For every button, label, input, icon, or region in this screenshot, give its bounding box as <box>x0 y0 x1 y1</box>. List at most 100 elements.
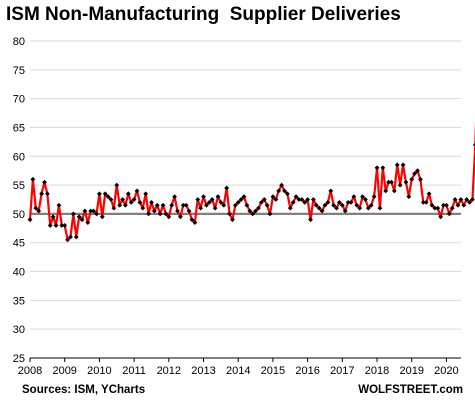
line-segment <box>268 195 275 216</box>
data-point <box>305 197 311 202</box>
data-point <box>65 237 70 243</box>
x-tick-label: 2013 <box>191 365 215 377</box>
data-point <box>365 205 371 211</box>
data-point <box>221 202 227 208</box>
data-point <box>360 194 365 200</box>
data-point <box>455 202 461 208</box>
data-point <box>88 208 94 214</box>
x-tick-label: 2012 <box>157 365 181 377</box>
data-point <box>253 208 258 214</box>
data-point <box>458 197 464 202</box>
data-point <box>47 223 53 228</box>
data-point <box>39 191 44 197</box>
data-point <box>195 197 201 202</box>
data-point <box>334 205 339 211</box>
line-segment <box>173 195 179 213</box>
line-segment <box>167 204 173 218</box>
data-point <box>105 194 111 200</box>
data-point <box>420 199 426 205</box>
line-segment <box>439 204 445 218</box>
data-point <box>363 197 368 202</box>
x-tick-label: 2015 <box>261 365 285 377</box>
data-point <box>50 214 56 220</box>
data-point <box>42 179 47 185</box>
data-point <box>273 197 279 202</box>
data-point <box>76 214 82 220</box>
data-point <box>149 199 154 205</box>
x-tick-label: 2017 <box>330 365 354 377</box>
data-point <box>446 211 452 217</box>
data-point <box>163 211 169 217</box>
data-point <box>429 202 435 208</box>
data-point <box>151 208 157 214</box>
data-point <box>290 199 296 205</box>
data-point <box>204 202 209 208</box>
y-tick-label: 25 <box>13 353 25 365</box>
line-segment <box>381 166 387 192</box>
data-point <box>391 188 397 194</box>
data-point <box>400 162 406 168</box>
data-point <box>120 197 125 202</box>
data-point <box>230 217 235 223</box>
data-point <box>316 205 322 211</box>
line-segment <box>86 209 92 224</box>
data-point <box>166 214 172 220</box>
line-segment <box>46 192 52 227</box>
data-point <box>293 194 299 200</box>
data-point <box>241 194 247 200</box>
line-segment <box>43 181 49 195</box>
data-point <box>53 223 59 228</box>
data-point <box>452 197 458 202</box>
data-point <box>247 208 253 214</box>
data-point <box>302 199 308 205</box>
x-tick-label: 2014 <box>226 365 250 377</box>
data-point <box>157 211 163 217</box>
data-point <box>256 205 261 211</box>
data-point <box>406 194 412 200</box>
data-point <box>192 220 198 225</box>
source-note: Sources: ISM, YCharts <box>22 384 146 396</box>
data-point <box>111 205 117 211</box>
data-point <box>33 205 39 211</box>
data-point <box>441 202 446 208</box>
y-tick-label: 65 <box>13 122 25 134</box>
data-point <box>403 179 409 185</box>
line-segment <box>231 204 237 221</box>
line-segment <box>135 189 141 204</box>
data-point <box>296 197 302 202</box>
data-point <box>224 185 230 191</box>
data-point <box>201 194 206 200</box>
data-point <box>175 208 180 214</box>
y-tick-label: 60 <box>13 151 25 163</box>
data-point <box>140 205 146 211</box>
data-point <box>464 197 470 202</box>
data-point <box>238 197 244 202</box>
data-point <box>206 199 212 205</box>
data-point <box>85 220 91 225</box>
data-point <box>313 202 319 208</box>
data-point <box>44 191 50 197</box>
y-tick-label: 50 <box>13 209 25 221</box>
line-segment <box>31 178 37 210</box>
line-segment <box>309 198 315 221</box>
data-point <box>386 179 391 185</box>
data-point <box>383 188 389 194</box>
data-point <box>267 211 273 217</box>
data-point <box>371 194 377 200</box>
y-tick-label: 35 <box>13 295 25 307</box>
data-point <box>345 199 351 205</box>
data-point <box>97 191 102 197</box>
data-point <box>368 202 374 208</box>
line-segment <box>179 204 185 218</box>
data-point <box>322 202 328 208</box>
data-point <box>36 208 42 214</box>
data-point <box>348 199 354 205</box>
data-point <box>125 191 131 197</box>
y-tick-label: 55 <box>13 180 25 192</box>
line-segment <box>63 224 69 241</box>
data-point <box>435 205 441 211</box>
data-point <box>250 211 256 217</box>
data-point <box>374 165 380 171</box>
data-point <box>444 202 449 208</box>
line-segment <box>419 178 425 204</box>
